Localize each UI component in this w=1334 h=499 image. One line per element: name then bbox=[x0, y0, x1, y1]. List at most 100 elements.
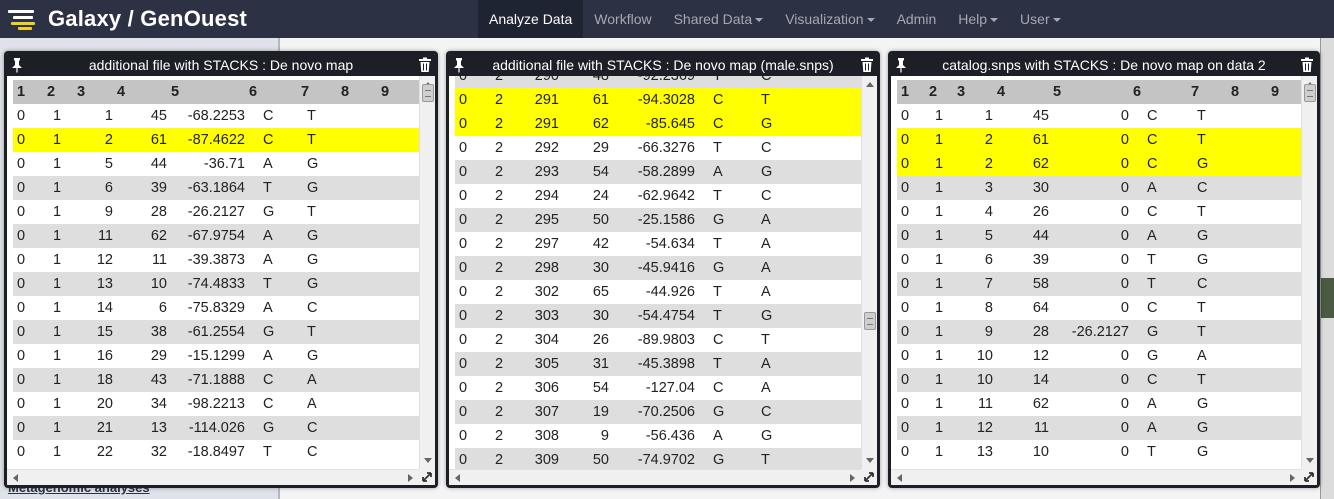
resize-icon[interactable] bbox=[419, 469, 435, 485]
scroll-thumb[interactable] bbox=[864, 312, 876, 330]
table-cell: 28 bbox=[1032, 324, 1049, 340]
resize-handle[interactable] bbox=[1301, 469, 1317, 485]
nav-help[interactable]: Help bbox=[947, 0, 1009, 38]
resize-handle[interactable] bbox=[861, 469, 877, 485]
table-cell: -71.1888 bbox=[187, 372, 245, 388]
scroll-right-icon[interactable] bbox=[408, 474, 413, 482]
table-cell: 0 bbox=[459, 164, 468, 180]
trash-icon[interactable] bbox=[1300, 57, 1314, 73]
column-header[interactable]: 4 bbox=[117, 84, 126, 100]
horizontal-scrollbar[interactable] bbox=[449, 469, 861, 485]
table-cell: C bbox=[1147, 372, 1158, 388]
table-cell: 0 bbox=[459, 76, 468, 84]
column-header[interactable]: 7 bbox=[1191, 84, 1200, 100]
table-cell: T bbox=[713, 76, 722, 84]
table-cell: 10 bbox=[150, 276, 167, 292]
table-cell: 1 bbox=[935, 420, 944, 436]
column-header[interactable]: 2 bbox=[47, 84, 56, 100]
scroll-thumb[interactable] bbox=[1304, 84, 1316, 102]
column-header[interactable]: 2 bbox=[929, 84, 938, 100]
scroll-left-icon[interactable] bbox=[13, 474, 18, 482]
table-row: 0 1 12 11 0 A G bbox=[897, 416, 1301, 440]
column-header[interactable]: 4 bbox=[997, 84, 1006, 100]
scratchbook-window-3[interactable]: catalog.snps with STACKS : De novo map o… bbox=[888, 51, 1320, 488]
scroll-thumb[interactable] bbox=[422, 84, 434, 102]
column-header[interactable]: 5 bbox=[1053, 84, 1062, 100]
horizontal-scrollbar[interactable] bbox=[7, 469, 419, 485]
table-cell: -70.2506 bbox=[637, 404, 695, 420]
scroll-up-icon[interactable] bbox=[866, 82, 874, 87]
trash-icon[interactable] bbox=[418, 57, 432, 73]
window-title-bar[interactable]: additional file with STACKS : De novo ma… bbox=[449, 54, 877, 76]
table-cell: C bbox=[761, 404, 772, 420]
table-cell: 0 bbox=[901, 324, 910, 340]
column-header[interactable]: 6 bbox=[1133, 84, 1142, 100]
table-cell: T bbox=[1197, 132, 1206, 148]
table-cell: G bbox=[713, 452, 725, 468]
brand[interactable]: Galaxy / GenOuest bbox=[8, 4, 247, 34]
column-header[interactable]: 3 bbox=[957, 84, 966, 100]
pin-icon[interactable] bbox=[894, 57, 908, 73]
trash-icon[interactable] bbox=[860, 57, 874, 73]
table-cell: 24 bbox=[592, 188, 609, 204]
scroll-left-icon[interactable] bbox=[897, 474, 902, 482]
table-cell: 2 bbox=[495, 188, 504, 204]
table-cell: 1 bbox=[935, 252, 944, 268]
pin-icon[interactable] bbox=[10, 57, 24, 73]
table-cell: T bbox=[1147, 276, 1156, 292]
table-cell: 1 bbox=[984, 108, 993, 124]
vertical-scrollbar[interactable] bbox=[419, 76, 435, 469]
scroll-left-icon[interactable] bbox=[455, 474, 460, 482]
nav-analyze-data[interactable]: Analyze Data bbox=[478, 0, 584, 38]
resize-icon[interactable] bbox=[1301, 469, 1317, 485]
table-cell: C bbox=[1147, 132, 1158, 148]
nav-workflow[interactable]: Workflow bbox=[583, 0, 662, 38]
table-cell: 2 bbox=[104, 132, 113, 148]
table-cell: 306 bbox=[534, 380, 559, 396]
table-cell: 54 bbox=[592, 164, 609, 180]
nav-label: Visualization bbox=[785, 11, 864, 27]
table-cell: T bbox=[1147, 444, 1156, 460]
window-title-bar[interactable]: catalog.snps with STACKS : De novo map o… bbox=[891, 54, 1317, 76]
window-title-bar[interactable]: additional file with STACKS : De novo ma… bbox=[7, 54, 435, 76]
vertical-scrollbar[interactable] bbox=[1301, 76, 1317, 469]
table-cell: A bbox=[263, 228, 273, 244]
pin-icon[interactable] bbox=[452, 57, 466, 73]
scratchbook-window-1[interactable]: additional file with STACKS : De novo ma… bbox=[4, 51, 438, 488]
scroll-right-icon[interactable] bbox=[850, 474, 855, 482]
table-cell: 1 bbox=[935, 444, 944, 460]
table-cell: -66.3276 bbox=[637, 140, 695, 156]
table-cell: 0 bbox=[1120, 180, 1129, 196]
scroll-down-icon[interactable] bbox=[1306, 458, 1314, 463]
nav-shared-data[interactable]: Shared Data bbox=[663, 0, 775, 38]
column-header[interactable]: 9 bbox=[1271, 84, 1280, 100]
scratchbook-window-2[interactable]: additional file with STACKS : De novo ma… bbox=[446, 51, 880, 488]
column-header[interactable]: 7 bbox=[301, 84, 310, 100]
resize-icon[interactable] bbox=[861, 469, 877, 485]
table-cell: 0 bbox=[901, 180, 910, 196]
column-header[interactable]: 9 bbox=[381, 84, 390, 100]
resize-handle[interactable] bbox=[419, 469, 435, 485]
scroll-down-icon[interactable] bbox=[866, 458, 874, 463]
nav-admin[interactable]: Admin bbox=[886, 0, 948, 38]
horizontal-scrollbar[interactable] bbox=[891, 469, 1301, 485]
column-header[interactable]: 1 bbox=[901, 84, 910, 100]
table-row: 0 2 291 62 -85.645 C G bbox=[455, 112, 861, 136]
column-header[interactable]: 3 bbox=[77, 84, 86, 100]
table-cell: 31 bbox=[592, 356, 609, 372]
nav-user[interactable]: User bbox=[1009, 0, 1072, 38]
table-cell: 9 bbox=[600, 428, 609, 444]
column-header[interactable]: 5 bbox=[171, 84, 180, 100]
table-cell: -18.8497 bbox=[187, 444, 245, 460]
column-header[interactable]: 1 bbox=[17, 84, 26, 100]
column-header[interactable]: 8 bbox=[1231, 84, 1240, 100]
table-cell: 0 bbox=[901, 204, 910, 220]
table-cell: C bbox=[307, 444, 318, 460]
nav-visualization[interactable]: Visualization bbox=[774, 0, 885, 38]
column-header[interactable]: 6 bbox=[249, 84, 258, 100]
table-cell: 62 bbox=[150, 228, 167, 244]
scroll-right-icon[interactable] bbox=[1290, 474, 1295, 482]
column-header[interactable]: 8 bbox=[341, 84, 350, 100]
vertical-scrollbar[interactable] bbox=[861, 76, 877, 469]
scroll-down-icon[interactable] bbox=[424, 458, 432, 463]
